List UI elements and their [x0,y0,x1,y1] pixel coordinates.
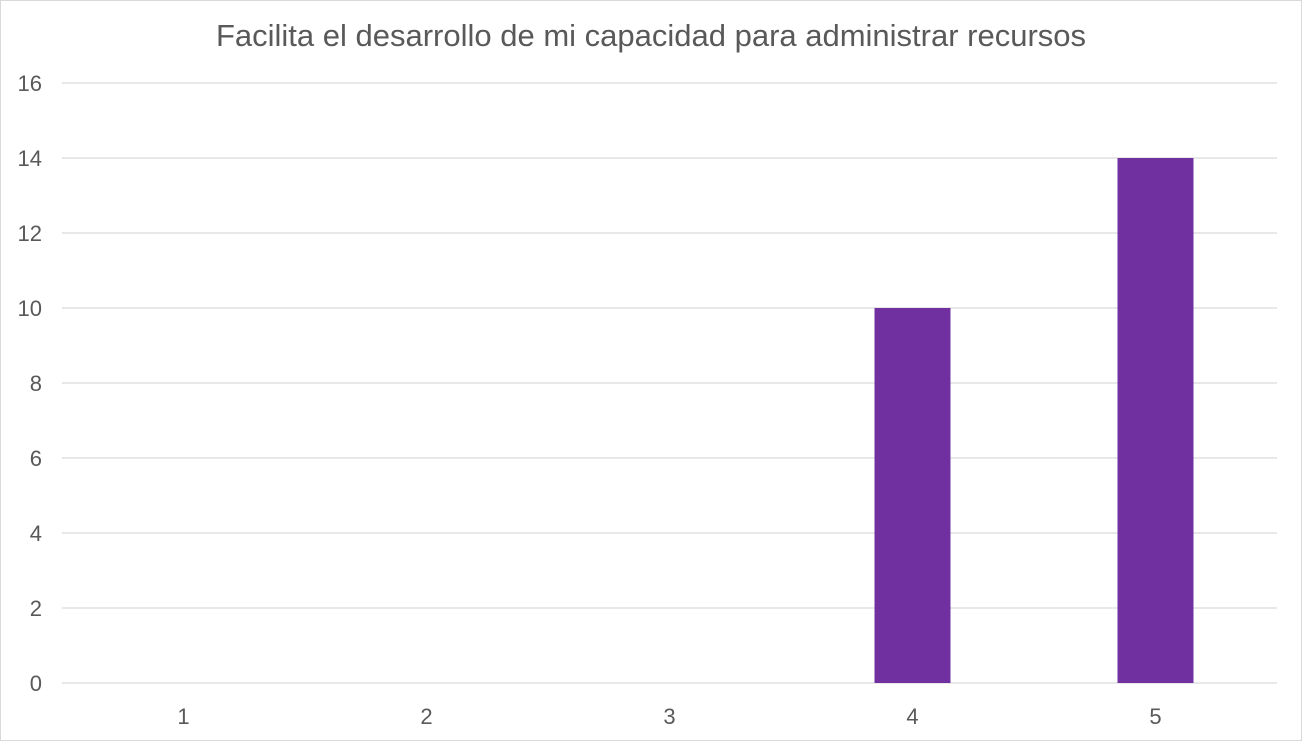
y-tick-label: 6 [30,446,42,471]
y-tick-label: 16 [18,71,42,96]
y-tick-label: 10 [18,296,42,321]
x-tick-label: 1 [177,704,189,729]
x-tick-label: 4 [906,704,918,729]
bar-5 [1117,158,1194,683]
bar-4 [874,308,951,683]
y-tick-label: 14 [18,146,42,171]
y-tick-label: 4 [30,521,42,546]
x-tick-label: 3 [663,704,675,729]
x-tick-label: 5 [1149,704,1161,729]
x-tick-label: 2 [420,704,432,729]
chart-title: Facilita el desarrollo de mi capacidad p… [215,18,1087,53]
y-tick-label: 0 [30,671,42,696]
y-tick-label: 8 [30,371,42,396]
y-tick-label: 12 [18,221,42,246]
y-tick-label: 2 [30,596,42,621]
